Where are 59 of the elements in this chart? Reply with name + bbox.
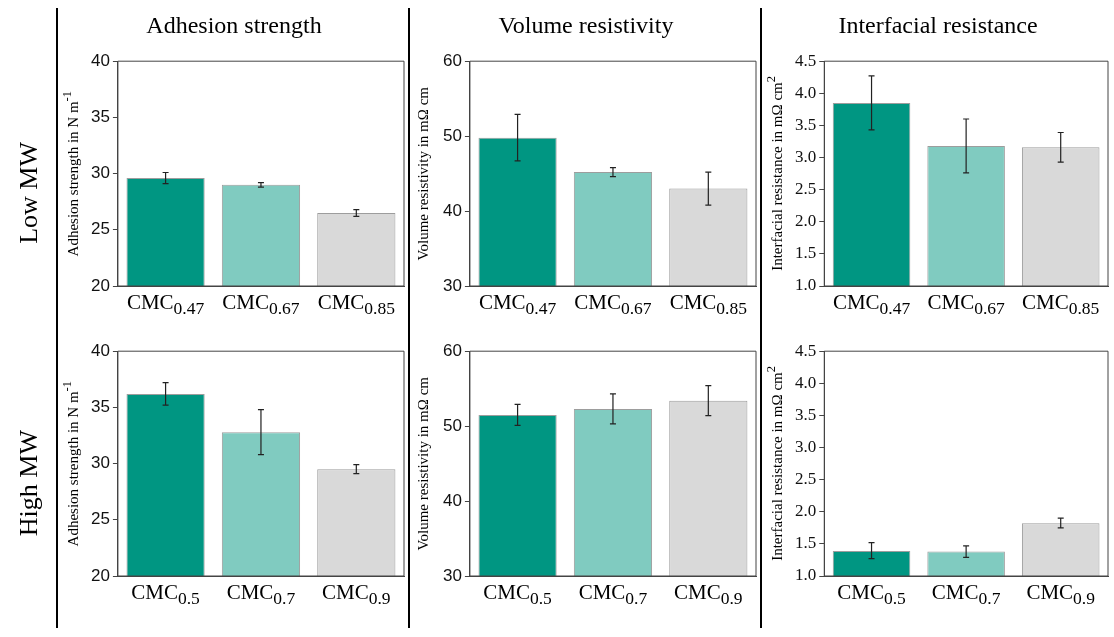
y-tick-label: 4.0 (795, 82, 817, 102)
x-tick-label: CMC$_{0.9}$ (321, 580, 392, 610)
y-tick-label: 60 (442, 340, 462, 360)
x-tick-label: CMC$_{0.9}$ (673, 580, 744, 610)
y-tick-label: 1.0 (795, 275, 817, 295)
x-tick-label: CMC$_{0.67}$ (926, 290, 1006, 320)
x-tick-label: CMC$_{0.47}$ (125, 290, 206, 320)
y-axis-title: Volume resistivity in mΩ cm (414, 86, 432, 261)
y-tick-label: 4.5 (795, 340, 817, 360)
x-tick-label: CMC$_{0.7}$ (930, 580, 1002, 610)
y-tick-label: 40 (90, 340, 110, 360)
y-tick-label: 3.5 (795, 404, 817, 424)
x-tick-label: CMC$_{0.85}$ (668, 290, 748, 320)
x-tick-label: CMC$_{0.7}$ (225, 580, 297, 610)
y-tick-label: 2.0 (795, 501, 817, 521)
y-tick-label: 1.5 (795, 243, 817, 263)
text: Low MW (14, 142, 44, 244)
y-tick-label: 30 (442, 275, 462, 295)
y-tick-label: 35 (90, 107, 110, 127)
y-tick-label: 50 (442, 415, 462, 435)
y-tick-label: 35 (90, 397, 110, 417)
y-tick-label: 30 (90, 163, 110, 183)
chart-title: Interfacial resistance (837, 12, 1039, 39)
x-tick-label: CMC$_{0.9}$ (1025, 580, 1096, 610)
y-tick-label: 3.5 (795, 114, 817, 134)
y-tick-label: 40 (442, 200, 462, 220)
y-tick-label: 2.5 (795, 469, 817, 489)
x-tick-label: CMC$_{0.5}$ (130, 580, 201, 610)
y-tick-label: 50 (442, 125, 462, 145)
x-tick-label: CMC$_{0.85}$ (1021, 290, 1101, 320)
y-tick-label: 1.0 (795, 565, 817, 585)
y-tick-label: 3.0 (795, 147, 817, 167)
x-tick-label: CMC$_{0.67}$ (221, 290, 301, 320)
x-tick-label: CMC$_{0.5}$ (482, 580, 553, 610)
y-tick-label: 30 (90, 453, 110, 473)
y-tick-label: 60 (442, 50, 462, 70)
x-tick-label: CMC$_{0.67}$ (573, 290, 653, 320)
y-tick-label: 3.0 (795, 437, 817, 457)
x-tick-label: CMC$_{0.7}$ (577, 580, 649, 610)
y-tick-label: 40 (90, 50, 110, 70)
chart-title: Adhesion strength (145, 12, 323, 39)
y-tick-label: 25 (90, 509, 110, 529)
y-tick-label: 4.5 (795, 50, 817, 70)
y-tick-label: 20 (90, 275, 110, 295)
y-tick-label: 2.5 (795, 179, 817, 199)
y-tick-label: 2.0 (795, 211, 817, 231)
y-tick-label: 20 (90, 565, 110, 585)
y-tick-label: 4.0 (795, 372, 817, 392)
x-tick-label: CMC$_{0.85}$ (316, 290, 396, 320)
y-tick-label: 30 (442, 565, 462, 585)
text: High MW (14, 429, 44, 537)
y-tick-label: 40 (442, 490, 462, 510)
x-tick-label: CMC$_{0.5}$ (836, 580, 907, 610)
chart-title: Volume resistivity (497, 12, 675, 39)
x-tick-label: CMC$_{0.47}$ (477, 290, 558, 320)
y-tick-label: 25 (90, 219, 110, 239)
x-tick-label: CMC$_{0.47}$ (831, 290, 912, 320)
y-axis-title: Volume resistivity in mΩ cm (414, 376, 432, 551)
y-tick-label: 1.5 (795, 533, 817, 553)
